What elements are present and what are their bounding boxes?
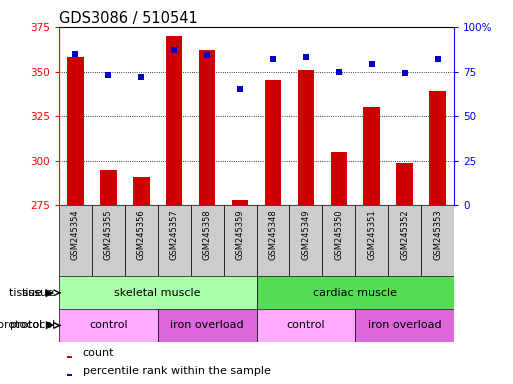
FancyBboxPatch shape	[289, 205, 322, 276]
Bar	[133, 177, 149, 205]
Text: protocol: protocol	[10, 320, 55, 331]
Text: GSM245349: GSM245349	[301, 209, 310, 260]
Text: GSM245350: GSM245350	[334, 209, 343, 260]
Bar	[330, 152, 347, 205]
Text: GSM245352: GSM245352	[400, 209, 409, 260]
Bar	[256, 309, 355, 342]
Text: control: control	[89, 320, 128, 331]
Point	[203, 52, 211, 58]
FancyBboxPatch shape	[322, 205, 355, 276]
Bar	[256, 276, 454, 309]
Bar	[59, 309, 158, 342]
FancyBboxPatch shape	[388, 205, 421, 276]
Point	[302, 54, 310, 60]
Text: control: control	[287, 320, 325, 331]
Point	[368, 61, 376, 68]
Bar	[158, 309, 256, 342]
Text: GSM245351: GSM245351	[367, 209, 376, 260]
Point	[269, 56, 277, 62]
Point	[137, 74, 145, 80]
Text: tissue ▶: tissue ▶	[9, 288, 54, 298]
Text: GSM245357: GSM245357	[170, 209, 179, 260]
Text: GSM245358: GSM245358	[203, 209, 212, 260]
Bar	[355, 309, 454, 342]
Text: protocol ▶: protocol ▶	[0, 320, 54, 331]
Bar	[397, 162, 413, 205]
FancyBboxPatch shape	[59, 205, 92, 276]
Bar	[298, 70, 314, 205]
Text: GDS3086 / 510541: GDS3086 / 510541	[59, 11, 198, 26]
Bar	[67, 57, 84, 205]
Text: GSM245353: GSM245353	[433, 209, 442, 260]
FancyBboxPatch shape	[92, 205, 125, 276]
Text: cardiac muscle: cardiac muscle	[313, 288, 397, 298]
Bar	[232, 200, 248, 205]
FancyBboxPatch shape	[125, 205, 158, 276]
Text: GSM245348: GSM245348	[268, 209, 278, 260]
Text: GSM245355: GSM245355	[104, 209, 113, 260]
FancyBboxPatch shape	[224, 205, 256, 276]
Text: iron overload: iron overload	[170, 320, 244, 331]
Point	[71, 51, 80, 57]
Text: percentile rank within the sample: percentile rank within the sample	[83, 366, 270, 376]
Point	[236, 86, 244, 93]
Bar	[59, 276, 256, 309]
Bar	[429, 91, 446, 205]
Text: GSM245359: GSM245359	[235, 209, 245, 260]
Point	[433, 56, 442, 62]
Text: count: count	[83, 348, 114, 358]
Point	[170, 47, 179, 53]
Bar	[67, 374, 72, 376]
Bar	[100, 170, 116, 205]
FancyBboxPatch shape	[256, 205, 289, 276]
Point	[104, 72, 112, 78]
Text: skeletal muscle: skeletal muscle	[114, 288, 201, 298]
FancyBboxPatch shape	[355, 205, 388, 276]
Point	[401, 70, 409, 76]
Point	[334, 68, 343, 74]
FancyBboxPatch shape	[421, 205, 454, 276]
Bar	[67, 356, 72, 358]
Bar	[199, 50, 215, 205]
Bar	[265, 81, 281, 205]
Text: GSM245356: GSM245356	[137, 209, 146, 260]
Bar	[166, 36, 183, 205]
FancyBboxPatch shape	[158, 205, 191, 276]
Text: GSM245354: GSM245354	[71, 209, 80, 260]
Text: iron overload: iron overload	[368, 320, 442, 331]
Text: tissue: tissue	[22, 288, 55, 298]
FancyBboxPatch shape	[191, 205, 224, 276]
Bar	[364, 107, 380, 205]
